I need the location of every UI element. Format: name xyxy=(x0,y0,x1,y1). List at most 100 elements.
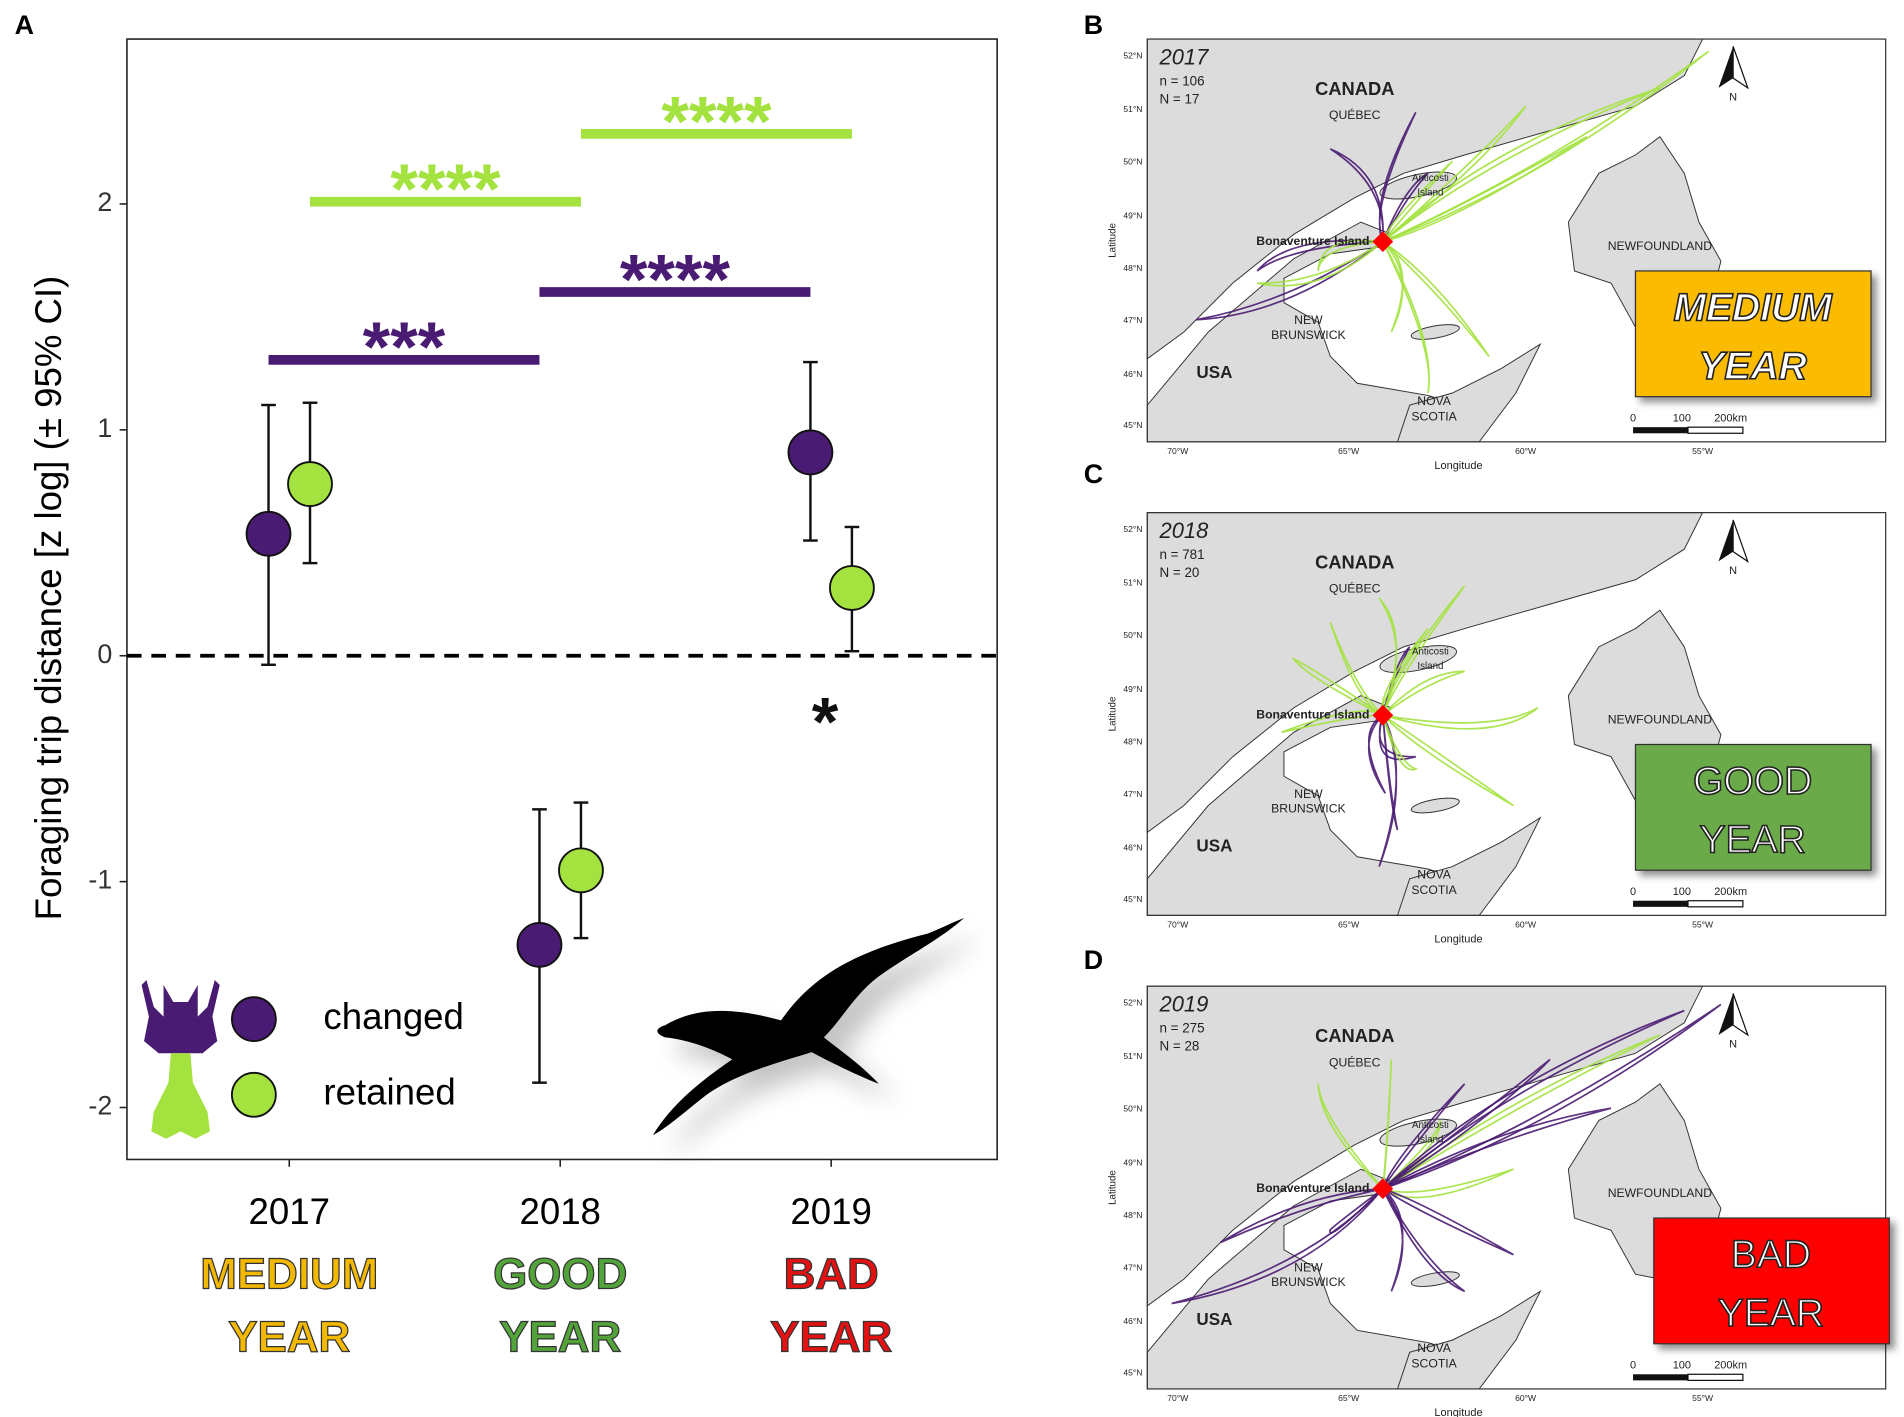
track xyxy=(1329,1188,1384,1234)
track xyxy=(1382,1168,1514,1199)
panel-label: C xyxy=(1084,459,1103,489)
map-label: CANADA xyxy=(1315,552,1394,573)
map-label: 47°N xyxy=(1123,789,1142,799)
map-label: 100 xyxy=(1673,1360,1691,1372)
land xyxy=(1146,985,1704,1307)
scale-bar xyxy=(1687,426,1744,434)
map-label: 48°N xyxy=(1123,736,1142,746)
panel-label: D xyxy=(1084,945,1103,975)
y-tick-label: 1 xyxy=(97,413,112,443)
map-label: Anticosti xyxy=(1412,646,1449,657)
map-label: NEWFOUNDLAND xyxy=(1608,239,1712,253)
track xyxy=(1382,670,1465,716)
track xyxy=(1382,714,1514,807)
map-label: 48°N xyxy=(1123,263,1142,273)
map-label: BRUNSWICK xyxy=(1271,801,1345,815)
map-label: 200km xyxy=(1714,886,1747,898)
map-label: NEWFOUNDLAND xyxy=(1608,1186,1712,1200)
map-label: GOOD xyxy=(1693,760,1812,803)
y-tick-label: 2 xyxy=(97,187,112,217)
map-label: N xyxy=(1729,1039,1737,1051)
map-label: QUÉBEC xyxy=(1329,1054,1381,1069)
map-label: 2017 xyxy=(1158,44,1209,69)
map-label: CANADA xyxy=(1315,1025,1394,1046)
significance-label: **** xyxy=(661,81,772,160)
island xyxy=(1410,1271,1460,1287)
track xyxy=(1317,239,1383,272)
map-label: CANADA xyxy=(1315,78,1394,99)
map-label: USA xyxy=(1196,1310,1232,1329)
category-note: MEDIUM xyxy=(200,1249,378,1298)
map-label: BRUNSWICK xyxy=(1271,328,1345,342)
x-tick-label: 2018 xyxy=(519,1191,600,1232)
map-label: 47°N xyxy=(1123,1262,1142,1272)
track xyxy=(1382,105,1527,243)
map-label: YEAR xyxy=(1698,345,1807,388)
map-label: USA xyxy=(1196,363,1232,382)
map-label: N xyxy=(1729,565,1737,577)
significance-label: **** xyxy=(390,149,501,228)
map-label: 51°N xyxy=(1123,104,1142,114)
map-label: 48°N xyxy=(1123,1210,1142,1220)
map-label: 51°N xyxy=(1123,578,1142,588)
map-label: N = 17 xyxy=(1159,92,1199,107)
map-label: 60°W xyxy=(1515,919,1537,929)
map-label: 45°N xyxy=(1123,420,1142,430)
map-label: 52°N xyxy=(1123,998,1142,1008)
bird-silhouette xyxy=(652,917,982,1153)
map-label: 45°N xyxy=(1123,894,1142,904)
north-arrow xyxy=(1732,46,1749,90)
map-label: 45°N xyxy=(1123,1367,1142,1377)
map-label: 70°W xyxy=(1167,919,1189,929)
map-label: n = 106 xyxy=(1159,73,1204,88)
map-label: 51°N xyxy=(1123,1051,1142,1061)
map-label: 2018 xyxy=(1158,518,1209,543)
map-label: Island xyxy=(1417,187,1443,198)
map-label: Bonaventure Island xyxy=(1256,1181,1369,1195)
map-label: 49°N xyxy=(1123,210,1142,220)
significance-label: **** xyxy=(620,239,731,318)
map-label: n = 275 xyxy=(1159,1020,1204,1035)
map-label: NOVA xyxy=(1417,1341,1452,1355)
scale-bar xyxy=(1687,1373,1744,1381)
north-arrow xyxy=(1718,993,1734,1035)
track xyxy=(1382,240,1404,333)
map-label: Latitude xyxy=(1108,697,1119,732)
point-annotation: * xyxy=(812,684,839,760)
map-label: NOVA xyxy=(1417,867,1452,881)
map-label: 49°N xyxy=(1123,684,1142,694)
map-label: 50°N xyxy=(1123,1104,1142,1114)
track xyxy=(1195,240,1384,321)
map-label: 70°W xyxy=(1167,446,1189,456)
map-label: 55°W xyxy=(1692,1393,1714,1403)
track xyxy=(1382,1034,1661,1190)
map-label: SCOTIA xyxy=(1411,883,1457,897)
map-label: 200km xyxy=(1714,1360,1747,1372)
map-label: SCOTIA xyxy=(1411,410,1457,424)
map-label: Latitude xyxy=(1108,1170,1119,1205)
map-label: Anticosti xyxy=(1412,173,1449,184)
map-label: QUÉBEC xyxy=(1329,581,1381,596)
map-panel: 2019 n = 275 N = 28 CANADA QUÉBEC Anticosti Is… xyxy=(1108,985,1890,1417)
map-frame xyxy=(1146,38,1887,443)
track xyxy=(1382,1188,1404,1292)
map-frame xyxy=(1146,511,1887,916)
map-label: N = 20 xyxy=(1159,565,1199,580)
track xyxy=(1381,1059,1393,1189)
track xyxy=(1382,1083,1466,1190)
map-label: 46°N xyxy=(1123,1316,1142,1326)
legend-label: changed xyxy=(323,996,463,1037)
map-label: YEAR xyxy=(1718,1292,1824,1335)
map-label: Island xyxy=(1417,661,1443,672)
track xyxy=(1382,135,1588,243)
track xyxy=(1382,707,1539,730)
map-label: Bonaventure Island xyxy=(1256,234,1369,248)
track xyxy=(1382,1188,1466,1293)
land xyxy=(1396,816,1542,916)
scale-bar xyxy=(1687,900,1744,908)
land xyxy=(1396,342,1542,443)
track xyxy=(1382,1009,1685,1190)
map-label: NEWFOUNDLAND xyxy=(1608,712,1712,726)
map-label: Bonaventure Island xyxy=(1256,707,1369,721)
